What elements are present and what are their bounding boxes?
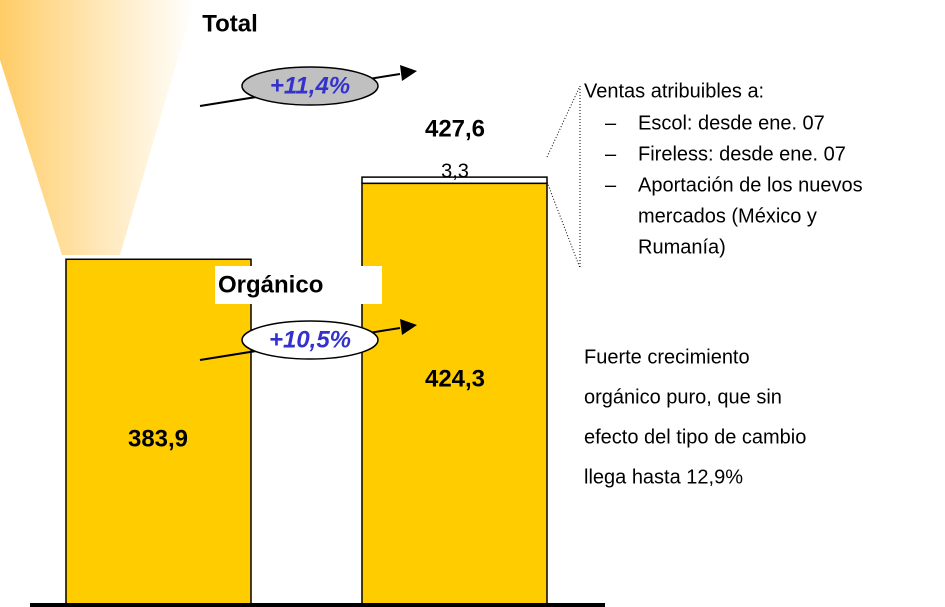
note-item: Escol: desde ene. 07 <box>638 112 825 134</box>
total-title: Total <box>202 10 258 37</box>
note-dash: – <box>605 112 617 134</box>
comment-line: llega hasta 12,9% <box>584 466 743 488</box>
bar-segment <box>65 258 252 606</box>
highlight-beam <box>0 0 195 255</box>
comment-line: efecto del tipo de cambio <box>584 426 806 448</box>
organic-title: Orgánico <box>218 271 323 298</box>
growth-bubble <box>241 66 379 106</box>
note-item: Aportación de los nuevos <box>638 174 863 196</box>
bracket-line <box>546 181 581 269</box>
growth-label: +10,5% <box>269 326 351 353</box>
growth-label: +11,4% <box>270 72 350 99</box>
note-heading: Ventas atribuibles a: <box>584 80 764 102</box>
arrow-head <box>400 65 417 81</box>
note-item: Rumanía) <box>638 236 726 258</box>
comment-line: Fuerte crecimiento <box>584 346 750 368</box>
comment-line: orgánico puro, que sin <box>584 386 782 408</box>
value-label: 383,9 <box>128 425 188 452</box>
growth-bubble <box>241 320 379 360</box>
arrow-head <box>400 319 417 335</box>
value-label: 424,3 <box>425 365 485 392</box>
note-dash: – <box>605 174 617 196</box>
organic-title-box <box>215 266 382 304</box>
note-item: Fireless: desde ene. 07 <box>638 143 846 165</box>
bar-segment <box>361 182 548 606</box>
total-label: 427,6 <box>425 115 485 142</box>
bracket-line <box>546 85 581 158</box>
value-label: 3,3 <box>441 160 469 182</box>
note-dash: – <box>605 143 617 165</box>
bar-segment <box>361 176 548 185</box>
note-item: mercados (México y <box>638 205 817 227</box>
